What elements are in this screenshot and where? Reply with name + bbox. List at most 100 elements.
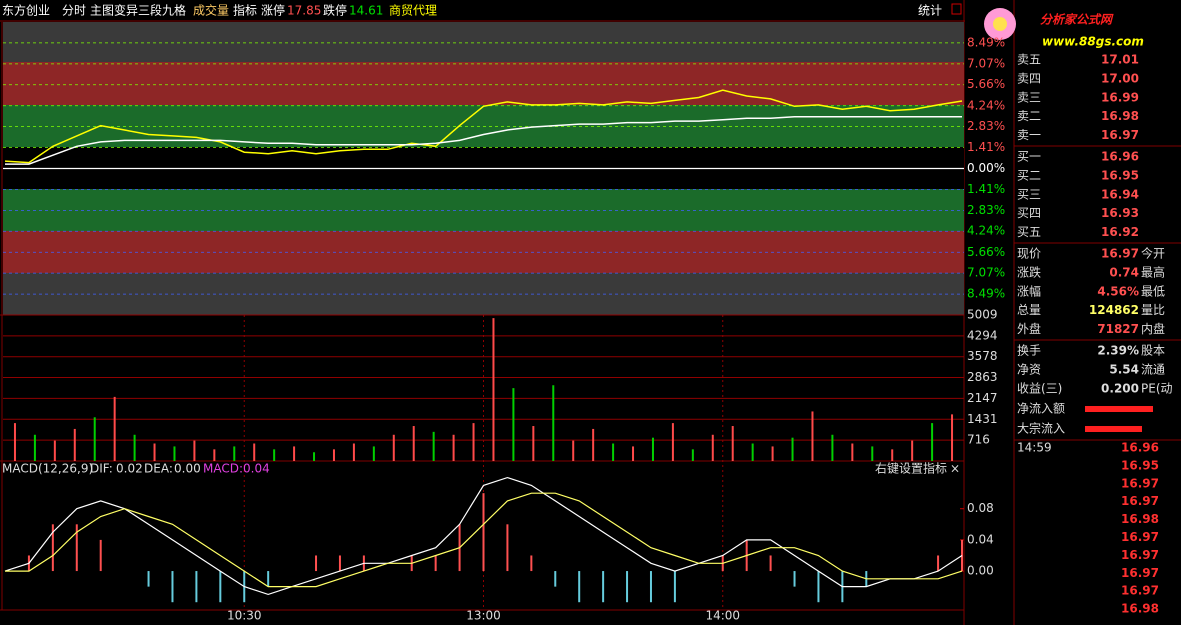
indicator-menu: 指标 [233,3,257,18]
trade-price: 16.97 [1121,476,1159,490]
quote-value: 4.56% [1097,284,1139,298]
bid-price: 16.92 [1101,225,1139,239]
bid-price: 16.95 [1101,168,1139,182]
limit-up-label: 涨停 [261,3,285,18]
y-tick-label: 8.49% [967,287,1005,301]
dif-line [4,476,963,596]
quote-label: 量比 [1141,303,1165,317]
ask-price: 16.99 [1101,90,1139,104]
bid-label: 买五 [1017,225,1041,239]
y-tick-label: 2863 [967,370,998,384]
y-tick-label: 5.66% [967,245,1005,259]
ask-price: 17.00 [1101,71,1139,85]
quote-label: 最高 [1141,264,1165,279]
quote-label: 总量 [1017,303,1041,317]
quote-label: 流通 [1141,362,1165,376]
y-tick-label: 7.07% [967,266,1005,280]
quote-value: 2.39% [1097,344,1139,358]
ask-label: 卖三 [1017,90,1041,104]
quote-label: 涨跌 [1017,264,1041,279]
y-tick-label: 1.41% [967,140,1005,154]
trade-price: 16.97 [1121,566,1159,580]
flow-bar [1085,406,1153,412]
trade-price: 16.98 [1121,602,1159,616]
x-tick-label: 14:00 [705,609,740,623]
y-tick-label: 1431 [967,412,998,426]
close-button[interactable]: × [950,462,960,476]
ask-price: 17.01 [1101,53,1139,67]
dea-line [5,492,963,588]
flow-bar [1085,426,1142,432]
y-tick-label: 4294 [967,328,998,342]
quote-label: 外盘 [1017,321,1041,336]
limit-up: 17.85 [287,4,321,18]
quote-value: 5.54 [1109,362,1139,376]
x-tick-label: 13:00 [466,609,501,623]
quote-label: 净资 [1017,362,1041,376]
price-line [4,89,963,164]
quote-label: 内盘 [1141,321,1165,336]
y-tick-label: 7.07% [967,56,1005,70]
trade-price: 16.97 [1121,584,1159,598]
volume-menu: 成交量 [193,3,229,18]
limit-down-label: 跌停 [323,3,347,18]
quote-label: 换手 [1017,344,1041,358]
flow-label: 净流入额 [1017,402,1065,416]
trade-price: 16.96 [1121,441,1159,455]
y-tick-label: 5009 [967,308,998,322]
ask-label: 卖二 [1017,109,1041,123]
bid-price: 16.96 [1101,150,1139,164]
quote-value: 124862 [1089,303,1139,317]
quote-value: 16.97 [1101,247,1139,261]
macd-value: 0.04 [243,462,270,476]
ask-label: 卖一 [1017,128,1041,142]
ask-label: 卖四 [1017,71,1041,85]
dif-value: 0.02 [116,462,143,476]
y-tick-label: 8.49% [967,35,1005,49]
y-tick-label: 1.41% [967,182,1005,196]
y-tick-label: 4.24% [967,224,1005,238]
logo-title: 分析家公式网 [1040,13,1114,27]
logo [984,8,1016,40]
x-tick-label: 10:30 [227,609,262,623]
ask-price: 16.98 [1101,109,1139,123]
trade-price: 16.98 [1121,512,1159,526]
dea-label: DEA: [144,462,173,476]
y-tick-label: 2.83% [967,119,1005,133]
flow-label: 大宗流入 [1017,421,1065,436]
y-tick-label: 5.66% [967,77,1005,91]
main-chart: 主图变异三段九格 [90,3,186,18]
y-tick-label: 0.08 [967,501,994,515]
bid-price: 16.94 [1101,187,1139,201]
bid-label: 买四 [1017,206,1041,220]
stock-name: 东方创业 [2,3,50,18]
quote-label: 今开 [1141,246,1165,261]
ask-price: 16.97 [1101,128,1139,142]
logo-flower [993,17,1007,31]
trade-price: 16.97 [1121,548,1159,562]
quote-label: 股本 [1141,344,1165,358]
macd-label: MACD: [203,462,243,476]
trade-price: 16.95 [1121,458,1159,472]
quote-label: 涨幅 [1017,283,1041,298]
trade-price: 16.97 [1121,530,1159,544]
indicator-name: MACD(12,26,9) [2,462,93,476]
window-button[interactable] [951,3,962,15]
quote-label: 最低 [1141,284,1165,298]
band [3,62,964,105]
y-tick-label: 0.00% [967,161,1005,175]
y-tick-label: 0.04 [967,532,994,546]
bid-label: 买二 [1017,168,1041,182]
stats-button: 统计 [918,4,942,18]
price-line [5,115,962,165]
y-tick-label: 716 [967,433,990,447]
y-tick-label: 4.24% [967,98,1005,112]
ask-label: 卖五 [1017,53,1041,67]
indicator-hint: 右键设置指标 [875,461,947,476]
dea-value: 0.00 [174,462,201,476]
limit-down: 14.61 [349,4,383,18]
toolbar [0,0,965,21]
view-tab: 分时 [62,4,86,18]
